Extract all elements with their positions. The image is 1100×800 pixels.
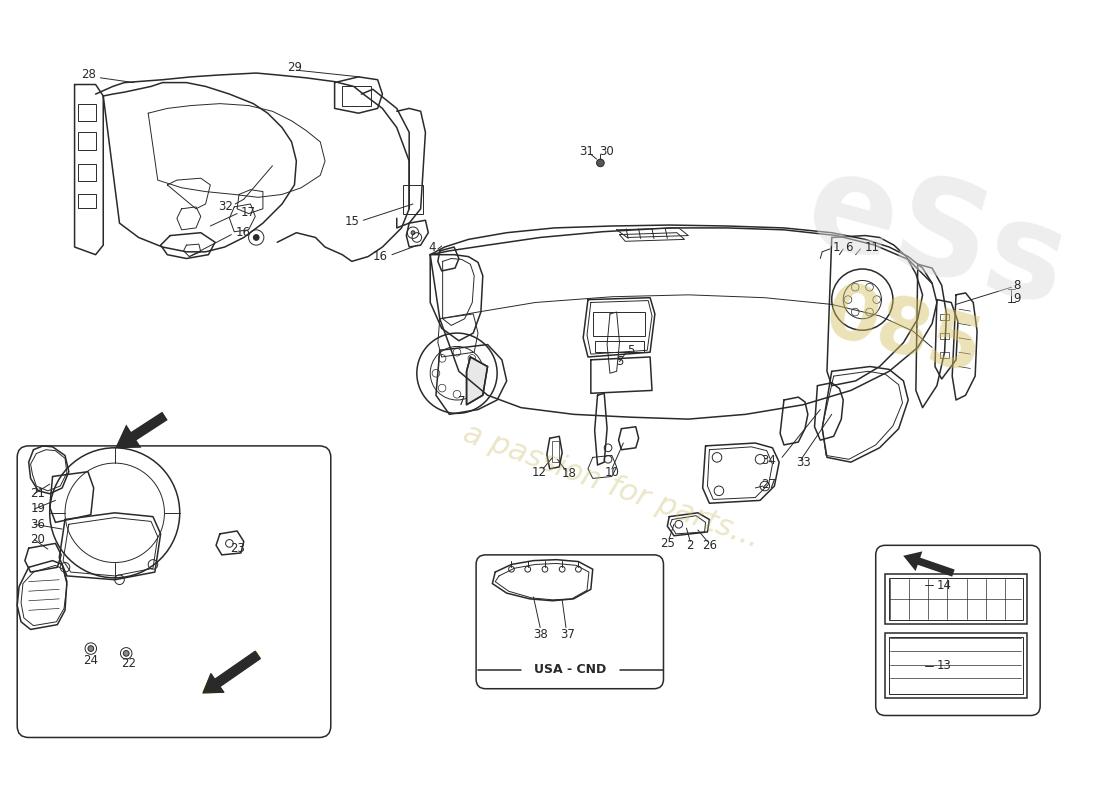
Text: 31: 31	[580, 145, 594, 158]
Bar	[78, 104, 96, 121]
Text: 24: 24	[84, 654, 98, 666]
Text: 17: 17	[241, 206, 256, 219]
Text: 11: 11	[865, 241, 879, 254]
Bar	[939, 333, 949, 339]
Text: 20: 20	[31, 533, 45, 546]
Text: 27: 27	[761, 478, 777, 490]
Text: a passion for parts...: a passion for parts...	[460, 418, 764, 554]
Bar	[939, 314, 949, 320]
Text: 29: 29	[287, 61, 303, 74]
Text: 4: 4	[429, 241, 436, 254]
Bar	[551, 441, 559, 462]
Text: 30: 30	[598, 145, 614, 158]
Text: 5: 5	[616, 355, 624, 368]
Bar	[886, 574, 1026, 624]
Circle shape	[88, 646, 94, 651]
Text: 1: 1	[833, 241, 840, 254]
Circle shape	[411, 230, 415, 234]
Text: 15: 15	[344, 214, 360, 228]
Text: 36: 36	[31, 518, 45, 530]
Bar	[593, 312, 646, 336]
Text: 085: 085	[817, 277, 990, 390]
Text: 38: 38	[532, 628, 548, 641]
Bar	[886, 634, 1026, 698]
Bar	[889, 637, 1023, 694]
Text: 34: 34	[761, 454, 777, 466]
Text: 25: 25	[660, 537, 674, 550]
Text: 13: 13	[937, 659, 952, 672]
Text: 19: 19	[31, 502, 45, 515]
Text: 9: 9	[1013, 292, 1021, 305]
Text: 2: 2	[686, 539, 694, 552]
Circle shape	[123, 650, 129, 656]
Bar	[78, 194, 96, 208]
Text: 16: 16	[235, 226, 250, 239]
Circle shape	[596, 159, 604, 166]
Circle shape	[253, 234, 260, 240]
Text: 26: 26	[702, 539, 717, 552]
Text: 8: 8	[1013, 278, 1021, 292]
Polygon shape	[466, 357, 487, 405]
Text: 23: 23	[230, 542, 244, 554]
Bar	[939, 352, 949, 358]
Bar	[342, 86, 371, 106]
Text: 14: 14	[937, 579, 952, 592]
Text: 6: 6	[845, 241, 853, 254]
Text: 5: 5	[627, 344, 635, 357]
Text: eSs: eSs	[793, 142, 1080, 333]
Bar	[78, 164, 96, 181]
Bar	[595, 341, 645, 352]
Text: 18: 18	[561, 467, 576, 480]
Bar	[889, 578, 1023, 620]
Bar	[404, 185, 422, 214]
Text: 32: 32	[219, 200, 233, 214]
Text: 7: 7	[458, 395, 465, 409]
Text: 12: 12	[531, 466, 547, 479]
Bar	[78, 132, 96, 150]
Text: 33: 33	[795, 456, 811, 469]
Text: USA - CND: USA - CND	[534, 663, 606, 676]
Text: 21: 21	[31, 487, 45, 500]
Text: 37: 37	[560, 628, 575, 641]
Text: 28: 28	[80, 69, 96, 82]
Text: 16: 16	[372, 250, 387, 263]
Text: 10: 10	[604, 466, 619, 479]
Text: 22: 22	[122, 658, 136, 670]
